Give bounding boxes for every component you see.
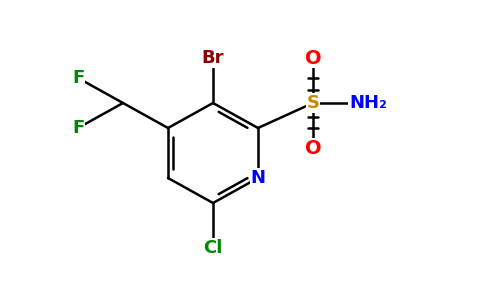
Text: Br: Br — [202, 49, 224, 67]
Text: O: O — [305, 49, 321, 68]
Text: S: S — [306, 94, 319, 112]
Text: F: F — [72, 69, 84, 87]
Text: O: O — [305, 139, 321, 158]
Text: N: N — [251, 169, 266, 187]
Text: NH₂: NH₂ — [349, 94, 387, 112]
Text: Cl: Cl — [203, 239, 223, 257]
Text: F: F — [72, 119, 84, 137]
